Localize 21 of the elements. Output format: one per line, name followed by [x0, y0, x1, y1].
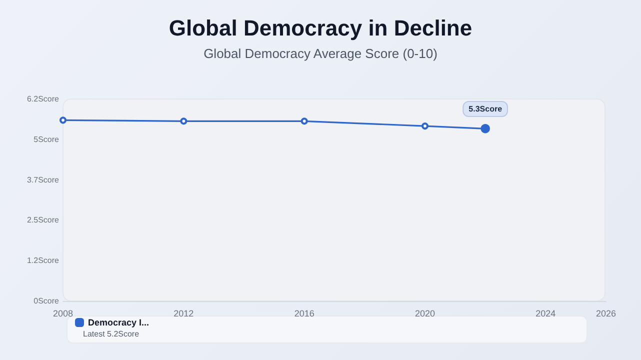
data-label: 5.3Score — [468, 104, 503, 114]
x-tick-label: 2026 — [596, 308, 616, 318]
y-tick-label: 0Score — [34, 296, 60, 306]
y-tick-label: 3.7Score — [26, 175, 60, 184]
chart-subtitle: Global Democracy Average Score (0-10) — [204, 46, 438, 61]
chart-title: Global Democracy in Decline — [168, 16, 472, 40]
point — [60, 116, 66, 124]
point — [300, 118, 308, 125]
x-tick-label: 2008 — [52, 308, 74, 318]
y-tick-label: 2.5Score — [26, 216, 60, 225]
y-tick-label: 5Score — [34, 134, 60, 144]
x-tick-label: 2020 — [414, 308, 436, 318]
y-tick-label: 6.2Score — [26, 94, 60, 104]
point — [422, 122, 428, 130]
legend-label: Democracy I... — [88, 318, 150, 328]
text: Latest 5.2Score — [83, 330, 140, 338]
x-tick-label: 2012 — [174, 308, 194, 318]
point — [180, 118, 188, 125]
x-tick-label: 2024 — [536, 308, 556, 318]
y-tick-label: 1.2Score — [26, 256, 60, 266]
x-tick-label: 2016 — [294, 308, 314, 318]
